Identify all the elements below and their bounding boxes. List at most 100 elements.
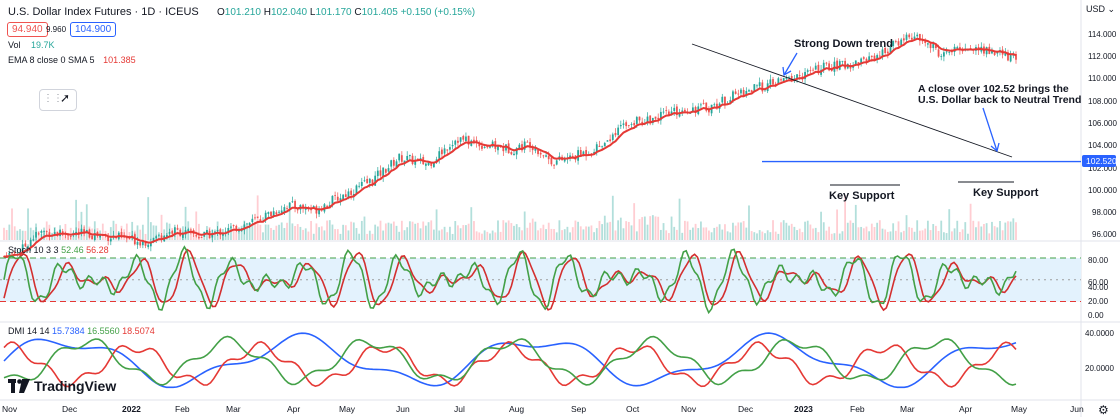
time-tick: Apr bbox=[959, 404, 972, 414]
volume-bar bbox=[721, 229, 724, 240]
volume-bar bbox=[675, 229, 678, 240]
time-tick: Aug bbox=[509, 404, 524, 414]
ohlc-l: 101.170 bbox=[315, 7, 352, 18]
volume-bar bbox=[993, 226, 996, 240]
candle-body bbox=[529, 142, 531, 148]
volume-bar bbox=[817, 232, 820, 240]
time-tick: Mar bbox=[226, 404, 241, 414]
candle-body bbox=[214, 231, 216, 233]
volume-bar bbox=[529, 222, 531, 240]
candle-body bbox=[288, 202, 291, 208]
volume-bar bbox=[264, 224, 267, 240]
volume-bar bbox=[232, 227, 235, 240]
candle-body bbox=[222, 233, 224, 236]
time-tick: 2023 bbox=[794, 404, 813, 414]
candle-body bbox=[438, 151, 441, 159]
volume-bar bbox=[742, 221, 745, 240]
volume-bar bbox=[937, 230, 940, 240]
vol-legend[interactable]: Vol 19.7K bbox=[8, 40, 55, 50]
volume-bar bbox=[486, 231, 489, 240]
volume-bar bbox=[198, 223, 200, 240]
candle-body bbox=[53, 232, 56, 234]
candle-body bbox=[857, 62, 860, 65]
candle-body bbox=[147, 244, 150, 248]
drag-handle-icon[interactable]: ⋮⋮ bbox=[43, 93, 63, 104]
tradingview-logo[interactable]: TradingView bbox=[8, 378, 116, 394]
candle-body bbox=[497, 145, 499, 151]
volume-bar bbox=[878, 220, 881, 240]
drawing-toolbar[interactable]: ⋮⋮ ➚ bbox=[39, 89, 77, 111]
ema-legend[interactable]: EMA 8 close 0 SMA 5 101.385 bbox=[8, 55, 136, 65]
volume-bar bbox=[777, 233, 780, 240]
price-axis[interactable]: 114.000 112.000 110.000 108.000 106.000 … bbox=[1088, 30, 1117, 239]
time-axis[interactable]: Nov Dec 2022 Feb Mar Apr May Jun Jul Aug Sep Oct Nov… bbox=[2, 404, 1084, 414]
adx-line bbox=[3, 332, 1017, 389]
symbol-title[interactable]: U.S. Dollar Index Futures · 1D · ICEUS bbox=[8, 6, 199, 18]
candle-body bbox=[897, 41, 900, 46]
candle-body bbox=[625, 122, 628, 127]
volume-bar bbox=[782, 220, 785, 240]
volume-bar bbox=[1004, 222, 1007, 240]
ohlc-readout: O101.210 H102.040 L101.170 C101.405 +0.1… bbox=[217, 7, 475, 18]
candle-body bbox=[334, 195, 337, 197]
buy-button[interactable]: 104.900 bbox=[70, 22, 117, 37]
volume-bar bbox=[708, 230, 710, 240]
volume-bar bbox=[729, 232, 732, 240]
candle-body bbox=[27, 246, 29, 248]
sell-button[interactable]: 94.940 bbox=[7, 22, 48, 37]
time-tick: Sep bbox=[571, 404, 586, 414]
candle-body bbox=[881, 49, 884, 57]
candle-body bbox=[889, 47, 892, 54]
candle-body bbox=[230, 226, 232, 228]
volume-bar bbox=[788, 225, 790, 240]
gear-icon[interactable]: ⚙ bbox=[1098, 403, 1109, 417]
volume-bar bbox=[499, 231, 502, 240]
volume-bar bbox=[278, 224, 280, 240]
candle-body bbox=[11, 252, 13, 254]
candle-body bbox=[665, 110, 668, 112]
candle-body bbox=[673, 107, 676, 111]
annotation-key-support-1: Key Support bbox=[829, 190, 895, 202]
candle-body bbox=[598, 145, 601, 147]
volume-bar bbox=[374, 224, 377, 240]
volume-bar bbox=[75, 199, 77, 240]
volume-bar bbox=[275, 225, 278, 240]
arrow-icon bbox=[982, 107, 1000, 153]
volume-bar bbox=[539, 228, 542, 240]
dmi-legend[interactable]: DMI 14 14 15.7384 16.5560 18.5074 bbox=[8, 326, 155, 336]
time-tick: Mar bbox=[900, 404, 915, 414]
down-trendline[interactable] bbox=[691, 43, 1013, 158]
stoch-legend[interactable]: Stoch 10 3 3 52.46 56.28 bbox=[8, 245, 109, 255]
candle-body bbox=[40, 230, 43, 233]
volume-bar bbox=[398, 231, 401, 240]
candle-body bbox=[870, 55, 873, 57]
volume-bar bbox=[694, 223, 697, 240]
cursor-icon[interactable]: ➚ bbox=[60, 91, 71, 105]
volume-bar bbox=[16, 230, 19, 240]
volume-bar bbox=[841, 231, 844, 240]
candle-body bbox=[296, 209, 299, 211]
volume-bar bbox=[545, 229, 547, 240]
candle-body bbox=[411, 155, 414, 164]
volume-bar bbox=[681, 232, 684, 240]
stoch-tick: 0.00 bbox=[1088, 311, 1104, 320]
candle-body bbox=[139, 242, 142, 246]
volume-bar bbox=[609, 221, 612, 240]
volume-bar bbox=[606, 222, 609, 240]
candle-body bbox=[43, 230, 45, 232]
volume-bar bbox=[801, 232, 804, 240]
candle-body bbox=[264, 212, 267, 221]
dmi-tick: 40.0000 bbox=[1085, 329, 1114, 338]
volume-bar bbox=[991, 221, 993, 240]
candle-body bbox=[1009, 55, 1012, 62]
currency-selector[interactable]: USD ⌄ bbox=[1086, 4, 1115, 15]
candle-body bbox=[993, 52, 996, 55]
volume-bar bbox=[489, 233, 491, 240]
candle-body bbox=[724, 96, 726, 105]
candle-body bbox=[310, 209, 312, 211]
volume-bar bbox=[638, 219, 641, 240]
volume-bar bbox=[999, 220, 1001, 240]
volume-bar bbox=[467, 223, 470, 240]
candle-body bbox=[633, 123, 636, 126]
